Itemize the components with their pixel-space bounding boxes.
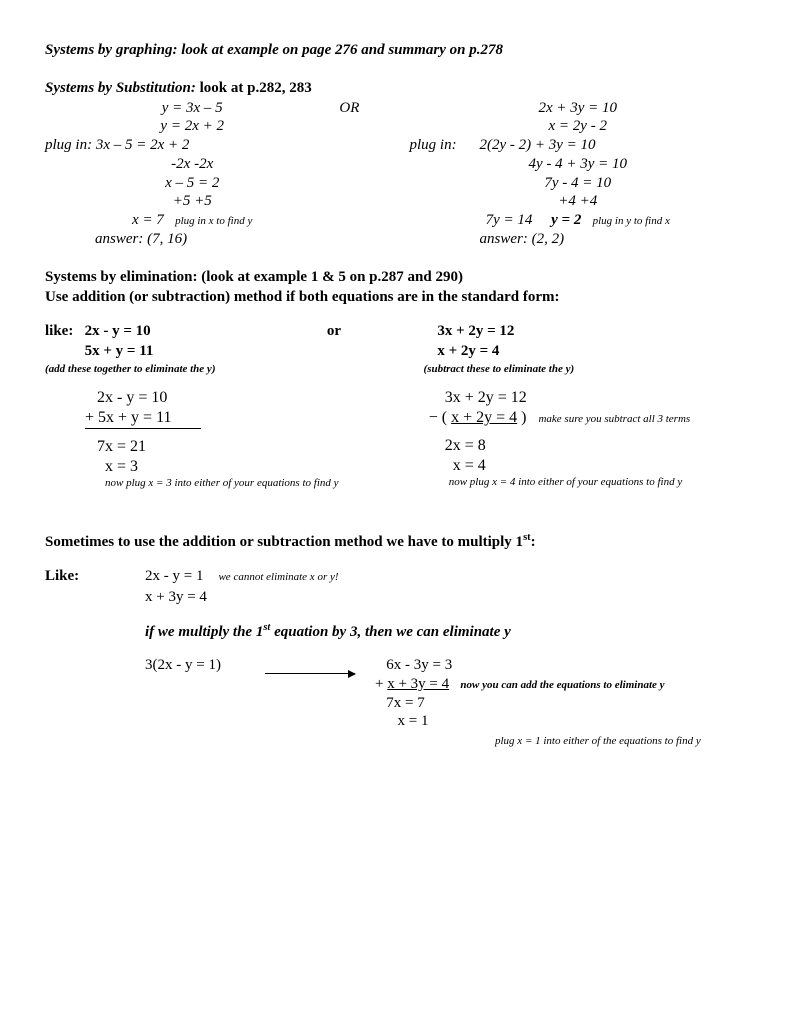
sub-left-l1: y = 3x – 5 xyxy=(45,99,339,118)
elim-wl-l2: + 5x + y = 11 xyxy=(85,408,429,429)
elim-right-eq1: 3x + 2y = 12 xyxy=(437,323,514,339)
mult-foot: plug x = 1 into either of the equations … xyxy=(375,731,701,749)
sub-right-l4: 4y - 4 + 3y = 10 xyxy=(410,155,746,174)
mult-like-label: Like: xyxy=(45,566,145,607)
heading-sub-prefix: Systems by Substitution: xyxy=(45,80,196,96)
heading-graphing: Systems by graphing: look at example on … xyxy=(45,40,746,60)
sub-right-l7: 7y = 14 y = 2 plug in y to find x xyxy=(410,211,746,230)
mult-like-row: Like: 2x - y = 1 we cannot eliminate x o… xyxy=(45,566,746,607)
sub-left-answer: answer: (7, 16) xyxy=(45,230,339,249)
heading-multiply: Sometimes to use the addition or subtrac… xyxy=(45,531,746,552)
elim-wl-l1: 2x - y = 10 xyxy=(85,388,429,408)
mult-r1: 6x - 3y = 3 xyxy=(375,656,701,675)
mult-r4: x = 1 xyxy=(375,712,701,731)
sub-or: OR xyxy=(339,99,409,249)
elim-wl-l3: 7x = 21 xyxy=(85,437,429,457)
sub-left-l4: -2x -2x xyxy=(45,155,339,174)
heading-elim-b: Use addition (or subtraction) method if … xyxy=(45,287,746,307)
sub-left-l6: +5 +5 xyxy=(45,192,339,211)
substitution-block: y = 3x – 5 y = 2x + 2 plug in: 3x – 5 = … xyxy=(45,99,746,249)
sub-left-l3: plug in: 3x – 5 = 2x + 2 xyxy=(45,136,339,155)
elim-work-row: 2x - y = 10 + 5x + y = 11 7x = 21 x = 3 … xyxy=(45,388,746,491)
sub-right-l2: x = 2y - 2 xyxy=(410,117,746,136)
sub-left-l5: x – 5 = 2 xyxy=(45,174,339,193)
heading-sub-rest: look at p.282, 283 xyxy=(196,80,312,96)
mult-r3: 7x = 7 xyxy=(375,694,701,713)
sub-right-l1: 2x + 3y = 10 xyxy=(410,99,746,118)
elim-left-eq1: 2x - y = 10 xyxy=(85,323,151,339)
elim-wl-note: now plug x = 3 into either of your equat… xyxy=(85,477,365,491)
mult-lhs: 3(2x - y = 1) xyxy=(145,656,265,749)
mult-eq1: 2x - y = 1 xyxy=(145,568,203,584)
mult-r2: + x + 3y = 4 now you can add the equatio… xyxy=(375,675,701,694)
elim-wr-l2: − ( x + 2y = 4 ) make sure you subtract … xyxy=(429,408,746,428)
elim-equations-row: like: 2x - y = 10 like: 5x + y = 11 or 3… xyxy=(45,321,746,362)
elim-or: or xyxy=(327,321,408,362)
elim-left-note: (add these together to eliminate the y) xyxy=(45,362,424,377)
elim-wr-note: now plug x = 4 into either of your equat… xyxy=(429,476,729,490)
sub-right-l6: +4 +4 xyxy=(410,192,746,211)
elim-right-note: (subtract these to eliminate the y) xyxy=(424,362,746,377)
arrow-icon xyxy=(265,673,355,674)
elim-wr-l3: 2x = 8 xyxy=(429,436,746,456)
sub-right-l3: plug in:2(2y - 2) + 3y = 10 xyxy=(410,136,746,155)
mult-eq2: x + 3y = 4 xyxy=(145,589,207,605)
elim-wl-l4: x = 3 xyxy=(85,457,429,477)
heading-elim-a: Systems by elimination: (look at example… xyxy=(45,267,746,287)
sub-right-answer: answer: (2, 2) xyxy=(410,230,746,249)
mult-work-row: 3(2x - y = 1) 6x - 3y = 3 + x + 3y = 4 n… xyxy=(45,656,746,749)
elim-notes-row: (add these together to eliminate the y) … xyxy=(45,362,746,377)
mult-eq1-note: we cannot eliminate x or y! xyxy=(218,571,338,583)
sub-right-l5: 7y - 4 = 10 xyxy=(410,174,746,193)
sub-left-l7: x = 7 plug in x to find y xyxy=(45,211,339,230)
elim-right-eq2: x + 2y = 4 xyxy=(437,343,499,359)
mult-hint: if we multiply the 1st equation by 3, th… xyxy=(45,621,746,642)
elim-like-label: like: xyxy=(45,323,73,339)
elim-wr-l4: x = 4 xyxy=(429,456,746,476)
elim-left-eq2: 5x + y = 11 xyxy=(85,343,154,359)
heading-substitution: Systems by Substitution: look at p.282, … xyxy=(45,78,746,98)
elim-wr-l1: 3x + 2y = 12 xyxy=(429,388,746,408)
sub-left-l2: y = 2x + 2 xyxy=(45,117,339,136)
